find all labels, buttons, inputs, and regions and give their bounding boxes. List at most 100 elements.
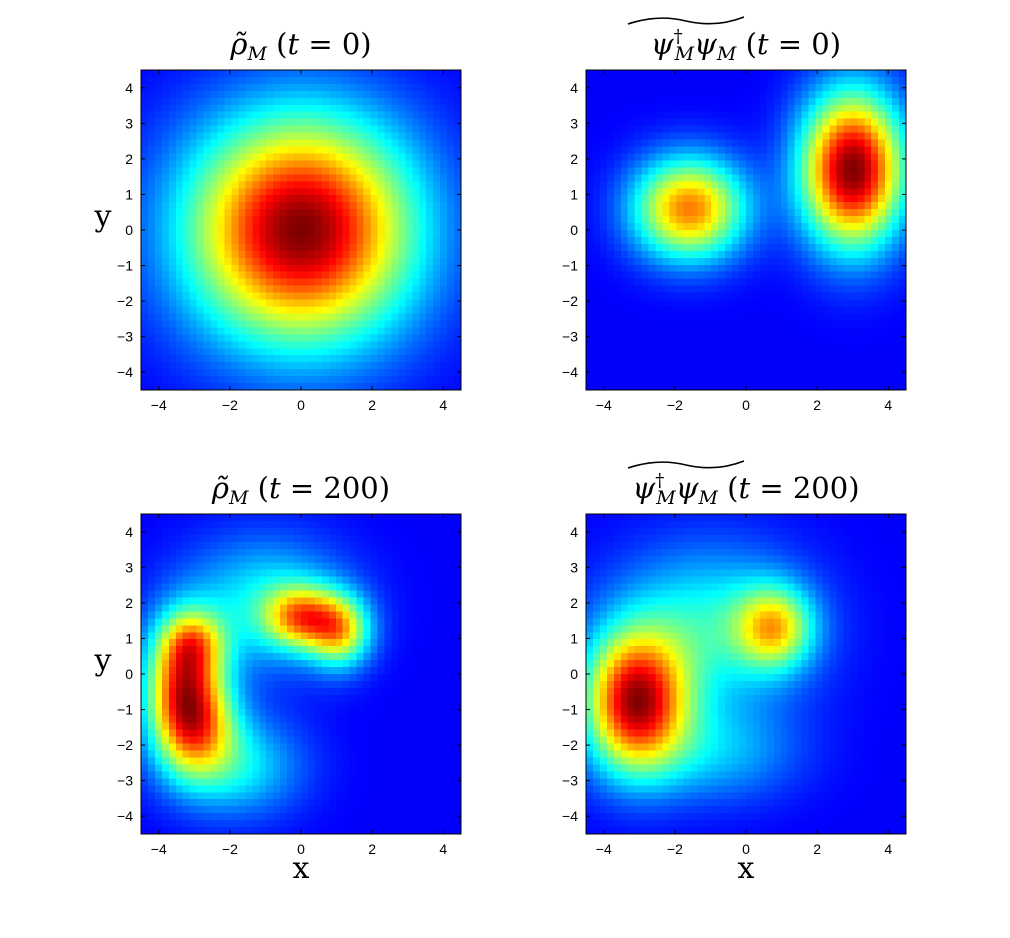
heatmap-cell (780, 348, 789, 356)
heatmap-cell (669, 125, 678, 134)
heatmap-cell (794, 285, 803, 294)
heatmap-cell (829, 104, 838, 113)
heatmap-cell (822, 153, 831, 162)
heatmap-cell (245, 562, 253, 571)
heatmap-cell (398, 576, 406, 585)
heatmap-cell (718, 341, 726, 349)
heatmap-cell (808, 306, 817, 315)
heatmap-cell (857, 285, 865, 294)
heatmap-cell (718, 369, 726, 377)
heatmap-cell (356, 534, 365, 543)
heatmap-cell (314, 230, 323, 238)
heatmap-cell (314, 90, 323, 99)
heatmap-cell (454, 306, 462, 315)
heatmap-cell (182, 76, 191, 85)
heatmap-cell (606, 355, 615, 363)
heatmap-cell (440, 285, 448, 294)
heatmap-cell (196, 576, 205, 585)
heatmap-cell (307, 376, 316, 384)
heatmap-cell (363, 257, 372, 266)
heatmap-cell (412, 223, 420, 231)
heatmap-cell (196, 111, 205, 120)
heatmap-cell (245, 520, 253, 529)
heatmap-cell (871, 83, 879, 92)
heatmap-cell (864, 271, 872, 280)
heatmap-cell (259, 527, 267, 536)
heatmap-cell (662, 202, 671, 210)
heatmap-cell (175, 83, 184, 92)
heatmap-cell (384, 250, 393, 259)
heatmap-cell (592, 278, 601, 287)
heatmap-cell (196, 202, 205, 210)
heatmap-cell (801, 139, 810, 148)
heatmap-cell (878, 167, 886, 175)
heatmap-cell (321, 299, 330, 308)
heatmap-cell (648, 223, 657, 231)
heatmap-cell (349, 257, 358, 266)
heatmap-cell (161, 278, 170, 287)
heatmap-cell (676, 341, 684, 349)
heatmap-cell (836, 299, 844, 308)
heatmap-cell (161, 146, 170, 155)
heatmap-cell (690, 348, 698, 356)
heatmap-cell (801, 223, 810, 231)
heatmap-cell (440, 236, 448, 245)
heatmap-cell (266, 160, 274, 168)
heatmap-cell (773, 202, 782, 210)
heatmap-cell (697, 271, 705, 280)
heatmap-cell (780, 292, 789, 301)
heatmap-cell (648, 90, 657, 99)
heatmap-cell (662, 104, 671, 113)
heatmap-cell (899, 313, 907, 322)
heatmap-cell (801, 236, 810, 245)
heatmap-cell (662, 271, 671, 280)
heatmap-cell (321, 597, 330, 606)
heatmap-cell (683, 188, 691, 196)
heatmap-cell (328, 313, 337, 322)
heatmap-cell (641, 320, 650, 328)
heatmap-cell (259, 334, 267, 342)
heatmap-cell (154, 97, 163, 106)
heatmap-cell (606, 383, 615, 391)
heatmap-cell (398, 527, 406, 536)
heatmap-cell (766, 216, 775, 224)
heatmap-cell (697, 195, 705, 203)
heatmap-cell (280, 90, 288, 99)
heatmap-cell (864, 376, 872, 384)
heatmap-cell (864, 278, 872, 287)
heatmap-cell (384, 132, 393, 141)
heatmap-cell (349, 76, 358, 85)
heatmap-cell (182, 320, 191, 328)
heatmap-cell (419, 306, 427, 315)
heatmap-cell (725, 299, 733, 308)
heatmap-cell (405, 514, 413, 522)
heatmap-cell (843, 285, 851, 294)
heatmap-cell (711, 223, 719, 231)
heatmap-cell (252, 292, 260, 301)
heatmap-cell (238, 520, 246, 529)
heatmap-cell (669, 104, 678, 113)
heatmap-cell (342, 139, 351, 148)
heatmap-cell (203, 334, 212, 342)
heatmap-cell (711, 216, 719, 224)
heatmap-cell (161, 611, 170, 619)
heatmap-cell (878, 216, 886, 224)
heatmap-cell (259, 562, 267, 571)
heatmap-cell (196, 376, 205, 384)
heatmap-cell (203, 285, 212, 294)
heatmap-cell (147, 132, 156, 141)
heatmap-cell (780, 383, 789, 391)
heatmap-cell (787, 299, 796, 308)
heatmap-cell (447, 139, 455, 148)
heatmap-cell (342, 555, 351, 564)
heatmap-cell (259, 576, 267, 585)
heatmap-cell (203, 83, 212, 92)
heatmap-cell (356, 90, 365, 99)
heatmap-cell (426, 534, 434, 543)
heatmap-cell (864, 70, 872, 78)
heatmap-cell (349, 527, 358, 536)
heatmap-cell (440, 278, 448, 287)
heatmap-cell (864, 132, 872, 141)
heatmap-cell (196, 271, 205, 280)
heatmap-cell (613, 320, 622, 328)
